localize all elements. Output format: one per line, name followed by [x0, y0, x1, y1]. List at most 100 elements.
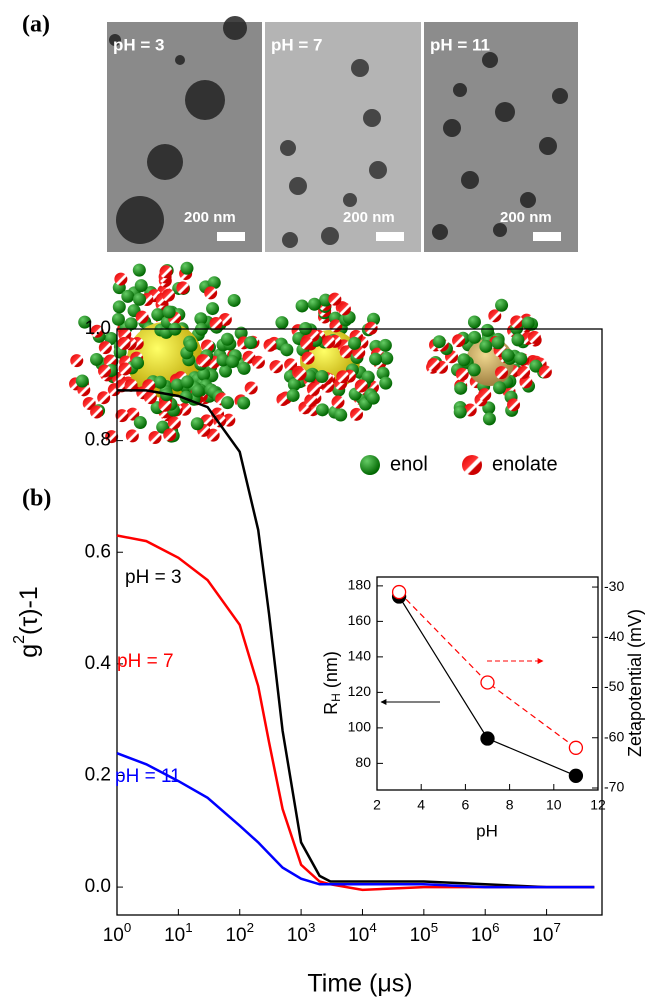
bead: [115, 409, 129, 423]
particle: [147, 144, 183, 180]
x-tick-exponent: 5: [431, 920, 438, 935]
bead: [125, 429, 139, 443]
x-tick-label: 105: [410, 920, 439, 947]
bead: [90, 352, 104, 366]
particle: [109, 34, 121, 46]
bead: [510, 315, 524, 329]
scale-label: 200 nm: [500, 209, 552, 226]
y-tick-label: 160: [348, 612, 372, 628]
y-tick-label: 0.8: [85, 430, 111, 451]
bead: [507, 398, 521, 412]
panel-label: (b): [22, 486, 51, 512]
particle: [363, 109, 381, 127]
bead: [263, 338, 277, 352]
bead: [219, 364, 233, 378]
bead: [366, 391, 380, 405]
x-tick-label: 107: [532, 920, 561, 947]
bead: [514, 352, 528, 366]
legend-label: enolate: [492, 453, 558, 475]
scale-bar: [376, 232, 404, 241]
y-tick-label: 0.2: [85, 764, 111, 785]
bead: [237, 396, 251, 410]
bead: [90, 324, 104, 338]
bead: [111, 312, 125, 326]
x-tick-label: 103: [287, 920, 316, 947]
particle: [289, 177, 307, 195]
legend-label: enol: [390, 453, 428, 475]
bead: [379, 376, 393, 390]
particle: [493, 223, 507, 237]
bead: [432, 335, 446, 349]
y-label-part: R: [321, 702, 341, 715]
bead: [98, 364, 112, 378]
bead: [527, 330, 541, 344]
bead: [334, 408, 348, 422]
bead: [197, 354, 211, 368]
bead: [121, 289, 135, 303]
bead: [315, 403, 329, 417]
bead: [479, 339, 493, 353]
bead: [148, 431, 162, 445]
x-tick-base: 10: [287, 925, 308, 946]
scale-label: 200 nm: [184, 209, 236, 226]
x-tick-base: 10: [532, 925, 553, 946]
bead: [488, 309, 502, 323]
series-line: [116, 534, 595, 892]
bead: [328, 292, 342, 306]
series-line: [117, 389, 595, 889]
bead: [105, 430, 119, 444]
bead: [117, 336, 131, 350]
y-label-part: (nm): [321, 651, 341, 693]
y-tick-label: 100: [348, 719, 372, 735]
series-label: pH = 11: [115, 766, 181, 787]
y-label-part: g: [15, 644, 43, 658]
bead: [538, 365, 552, 379]
particle: [321, 227, 339, 245]
panel-label: (a): [22, 12, 50, 38]
data-point: [568, 740, 584, 755]
series-label: pH = 7: [117, 651, 174, 672]
bead: [251, 355, 265, 369]
y-tick-label: 120: [348, 683, 372, 699]
x-tick-label: 12: [590, 797, 606, 813]
bead: [227, 293, 241, 307]
bead: [98, 341, 112, 355]
particle: [461, 171, 479, 189]
image-title: pH = 3: [113, 35, 165, 54]
y-tick-label: 0.4: [85, 653, 112, 674]
particle: [223, 16, 247, 40]
particle: [453, 83, 467, 97]
bead: [133, 416, 147, 430]
bead: [427, 357, 441, 371]
data-point: [480, 675, 495, 690]
x-tick-exponent: 7: [553, 920, 560, 935]
bead: [180, 261, 194, 275]
y2-axis-label: Zetapotential (mV): [625, 609, 645, 757]
y-tick-label: 180: [348, 577, 372, 593]
bead: [82, 396, 96, 410]
series-line: [116, 752, 595, 889]
bead: [322, 335, 336, 349]
scale-bar: [217, 232, 245, 241]
x-tick-label: 100: [103, 920, 132, 947]
particle: [552, 88, 568, 104]
bead: [300, 336, 314, 350]
particle: [351, 59, 369, 77]
bead: [511, 333, 525, 347]
bead: [194, 312, 208, 326]
bead: [276, 393, 290, 407]
data-point: [391, 584, 407, 600]
particle: [520, 192, 536, 208]
bead: [191, 384, 205, 398]
x-tick-exponent: 1: [185, 920, 192, 935]
y-tick-label: -50: [604, 678, 624, 694]
y-label-sup: 2: [11, 635, 28, 644]
bead: [467, 363, 481, 377]
bead: [197, 367, 211, 381]
x-tick-exponent: 6: [492, 920, 499, 935]
y-tick-label: -40: [604, 628, 624, 644]
particle: [443, 119, 461, 137]
bead: [481, 323, 495, 337]
y-tick-label: -30: [604, 578, 624, 594]
